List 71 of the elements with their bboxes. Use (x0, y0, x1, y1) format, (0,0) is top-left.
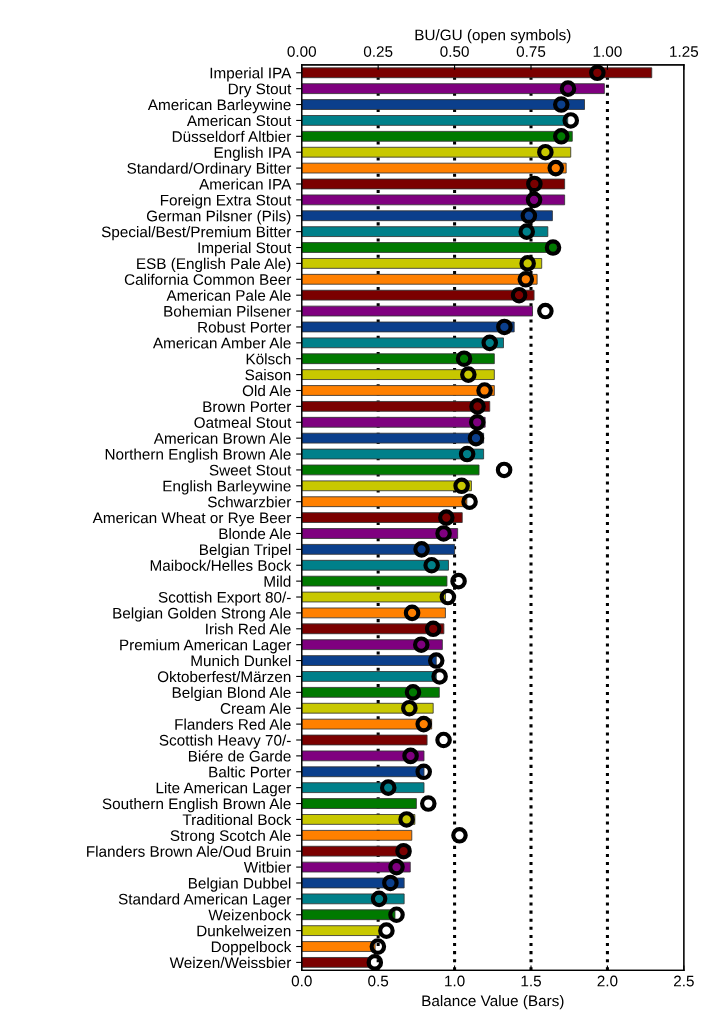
y-tick-label: Scottish Export 80/- (158, 591, 291, 606)
y-tick-label: Brown Porter (203, 401, 292, 413)
y-tick-label: American IPA (199, 178, 292, 190)
x2-tick-label: 0.25 (363, 46, 393, 57)
y-tick-label: Standard American Lager (118, 893, 292, 908)
y-tick-label: American Barleywine (147, 99, 291, 114)
y-tick-label: Bohemian Pilsener (164, 305, 292, 317)
y-tick-label: Belgian Blond Ale (172, 686, 291, 702)
y-tick-label: Scottish Heavy 70/- (159, 734, 291, 749)
y-tick-label: Belgian Tripel (200, 543, 291, 559)
y-tick-label: Robust Porter (198, 321, 292, 333)
y-tick-label: Biére de Garde (188, 750, 291, 762)
y-tick-label: ESB (English Pale Ale) (137, 257, 291, 273)
y-tick-label: Irish Red Ale (206, 623, 291, 635)
y-tick-label: Oatmeal Stout (194, 416, 292, 428)
y-tick-label: Flanders Brown Ale/Oud Bruin (87, 845, 291, 857)
y-tick-label: Baltic Porter (209, 766, 292, 778)
y-tick-label: Oktoberfest/Märzen (157, 670, 291, 683)
y-tick-label: Belgian Golden Strong Ale (113, 607, 291, 622)
y-tick-label: Imperial Stout (198, 241, 292, 257)
y-tick-label: American Pale Ale (166, 289, 291, 301)
y-tick-label: Doppelbock (211, 940, 292, 956)
y-tick-label: Cream Ale (220, 702, 291, 714)
x2-tick-label: 0.00 (287, 46, 317, 57)
y-tick-label: Premium American Lager (120, 639, 292, 654)
y-tick-label: Flanders Red Ale (175, 718, 291, 730)
y-tick-label: Schwarzbier (207, 496, 292, 508)
y-tick-label: Weizen/Weissbier (169, 956, 292, 969)
x-tick-label: 0.0 (291, 975, 312, 987)
y-tick-label: Dry Stout (228, 83, 292, 98)
x-tick-label: 0.5 (368, 975, 389, 987)
y-tick-label: English IPA (214, 146, 292, 161)
y-tick-label: Traditional Bock (182, 813, 292, 826)
y-tick-label: Strong Scotch Ale (170, 829, 291, 845)
y-tick-label: Lite American Lager (156, 782, 292, 797)
y-tick-label: Dunkelweizen (197, 925, 291, 937)
y-tick-label: English Barleywine (163, 480, 291, 495)
y-tick-label: Maibock/Helles Bock (150, 559, 292, 571)
x-tick-label: 2.0 (597, 975, 618, 987)
y-tick-label: American Stout (186, 114, 292, 127)
y-tick-label: Southern English Brown Ale (102, 798, 291, 813)
y-tick-label: Sweet Stout (209, 464, 292, 476)
y-tick-label: Foreign Extra Stout (160, 194, 292, 209)
y-tick-label: Munich Dunkel (191, 655, 291, 667)
x2-axis-title: BU/GU (open symbols) (415, 29, 571, 44)
y-tick-label: Witbier (243, 861, 292, 873)
y-tick-label: American Amber Ale (152, 337, 291, 349)
x2-tick-label: 1.25 (670, 46, 699, 57)
y-tick-label: Weizenbock (208, 909, 292, 921)
x-tick-label: 2.5 (674, 975, 694, 987)
x2-tick-label: 1.00 (593, 46, 622, 57)
y-tick-label: German Pilsner (Pils) (146, 210, 291, 225)
x-tick-label: 1.0 (445, 975, 465, 987)
y-tick-label: American Brown Ale (153, 432, 291, 444)
y-tick-label: Imperial IPA (210, 67, 292, 82)
y-tick-label: Mild (264, 575, 291, 587)
y-tick-label: Old Ale (242, 384, 291, 397)
x2-tick-label: 0.75 (516, 46, 546, 57)
y-tick-label: Kölsch (246, 353, 291, 365)
y-tick-label: California Common Beer (124, 273, 292, 285)
y-tick-label: Belgian Dubbel (188, 877, 291, 892)
y-tick-label: Standard/Ordinary Bitter (127, 162, 292, 177)
x-axis-title: Balance Value (Bars) (422, 995, 564, 1010)
y-tick-label: Northern English Brown Ale (105, 448, 291, 463)
x2-tick-label: 0.50 (440, 46, 469, 57)
y-tick-label: Blonde Ale (219, 527, 291, 540)
y-tick-label: Saison (245, 369, 291, 381)
y-tick-label: American Wheat or Rye Beer (92, 512, 292, 527)
x-tick-label: 1.5 (521, 975, 541, 987)
y-tick-label: Special/Best/Premium Bitter (101, 226, 292, 241)
y-tick-label: Düsseldorf Altbier (172, 130, 292, 142)
